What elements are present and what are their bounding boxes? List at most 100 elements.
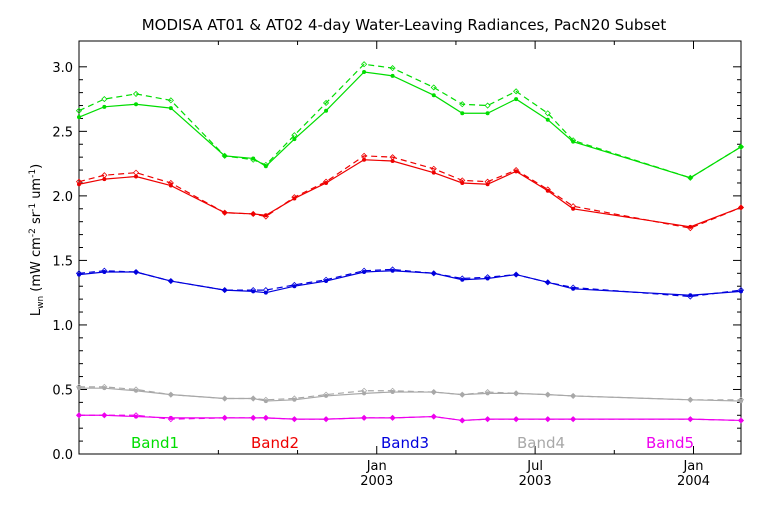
- data-point-dashed: [101, 383, 108, 390]
- data-point-dashed: [322, 391, 330, 398]
- data-point-dashed: [484, 102, 491, 109]
- data-point-dashed: [737, 396, 745, 403]
- data-point-dashed: [291, 416, 298, 423]
- data-point-dashed: [250, 414, 257, 421]
- series-line-dashed: [78, 155, 742, 229]
- data-point-dashed: [737, 287, 745, 294]
- data-point-dashed: [361, 152, 368, 159]
- data-point: [485, 276, 490, 281]
- data-point-dashed: [570, 392, 577, 399]
- data-point: [263, 399, 268, 404]
- data-point-dashed: [687, 225, 694, 232]
- legend-band2: Band2: [251, 434, 299, 452]
- y-tick-label: 1.0: [52, 319, 73, 334]
- data-point-dashed: [291, 194, 298, 201]
- data-point: [362, 69, 367, 74]
- data-point-dashed: [389, 266, 396, 273]
- x-tick-year: 2003: [360, 474, 393, 489]
- data-point-dashed: [544, 391, 551, 398]
- legend-band1: Band1: [131, 434, 179, 452]
- data-point-dashed: [167, 416, 174, 423]
- data-point-dashed: [459, 177, 466, 184]
- legend-band4: Band4: [517, 434, 565, 452]
- y-tick-label: 1.5: [52, 254, 73, 269]
- data-point-dashed: [687, 293, 694, 300]
- x-tick-month: Jul: [526, 459, 543, 474]
- data-point: [390, 159, 395, 164]
- data-point-dashed: [430, 84, 437, 91]
- data-point-dashed: [250, 210, 257, 218]
- data-point: [263, 164, 268, 169]
- data-point-dashed: [544, 416, 551, 423]
- y-tick-label: 3.0: [52, 61, 73, 76]
- data-point-dashed: [221, 395, 228, 402]
- series-band5: [75, 412, 745, 424]
- data-point-dashed: [262, 213, 269, 220]
- data-point-dashed: [459, 417, 466, 424]
- legend: Band1 Band2 Band3 Band4 Band5: [131, 434, 694, 452]
- data-point-dashed: [570, 203, 577, 210]
- data-point-dashed: [361, 387, 368, 394]
- x-tick-month: Jan: [366, 459, 387, 474]
- data-point-dashed: [484, 388, 491, 396]
- data-point-dashed: [570, 137, 577, 144]
- data-point-dashed: [322, 416, 330, 423]
- data-point-dashed: [361, 414, 368, 421]
- data-point-dashed: [459, 275, 466, 282]
- data-point-dashed: [262, 396, 269, 403]
- data-point-dashed: [459, 101, 466, 108]
- data-point: [102, 270, 107, 275]
- data-point: [739, 289, 743, 294]
- data-point: [460, 277, 465, 282]
- data-point-dashed: [75, 383, 83, 390]
- data-point-dashed: [167, 277, 174, 285]
- series-line-solid: [79, 387, 742, 402]
- legend-band3: Band3: [381, 434, 429, 452]
- data-point-dashed: [75, 412, 83, 419]
- data-point-dashed: [513, 416, 520, 423]
- data-point: [292, 397, 297, 402]
- data-point: [168, 106, 173, 111]
- data-point-dashed: [262, 161, 269, 168]
- data-point-dashed: [687, 396, 694, 403]
- data-point: [390, 73, 395, 78]
- data-point: [514, 169, 519, 174]
- data-point: [134, 174, 139, 179]
- data-point: [292, 284, 297, 289]
- data-point: [102, 177, 107, 182]
- data-point: [251, 156, 256, 161]
- data-point: [390, 390, 395, 395]
- data-point-dashed: [250, 287, 257, 294]
- data-point-dashed: [75, 178, 83, 185]
- data-point-dashed: [322, 99, 330, 107]
- data-point-dashed: [484, 274, 491, 281]
- data-point: [390, 268, 395, 273]
- data-point-dashed: [132, 412, 140, 419]
- data-point-dashed: [544, 186, 551, 193]
- data-point-dashed: [737, 143, 745, 150]
- data-point: [263, 213, 268, 218]
- data-point: [77, 115, 81, 120]
- series-band2: [75, 152, 745, 232]
- data-point-dashed: [389, 414, 396, 421]
- data-point-dashed: [322, 178, 330, 185]
- data-point: [324, 279, 329, 284]
- data-point: [431, 170, 436, 175]
- data-point-dashed: [687, 174, 694, 181]
- data-point-dashed: [737, 417, 745, 424]
- series-line-solid: [78, 71, 742, 179]
- data-point-dashed: [167, 97, 174, 104]
- data-point: [571, 286, 576, 291]
- data-point: [102, 386, 107, 391]
- data-point-dashed: [513, 88, 520, 95]
- legend-band5: Band5: [646, 434, 694, 452]
- y-tick-label: 0.0: [52, 448, 73, 463]
- data-point-dashed: [361, 267, 368, 274]
- data-point: [460, 111, 465, 116]
- data-point: [134, 414, 139, 419]
- data-point-dashed: [291, 395, 298, 402]
- data-point-dashed: [221, 152, 228, 159]
- data-point-dashed: [430, 413, 437, 420]
- data-point-dashed: [389, 65, 396, 72]
